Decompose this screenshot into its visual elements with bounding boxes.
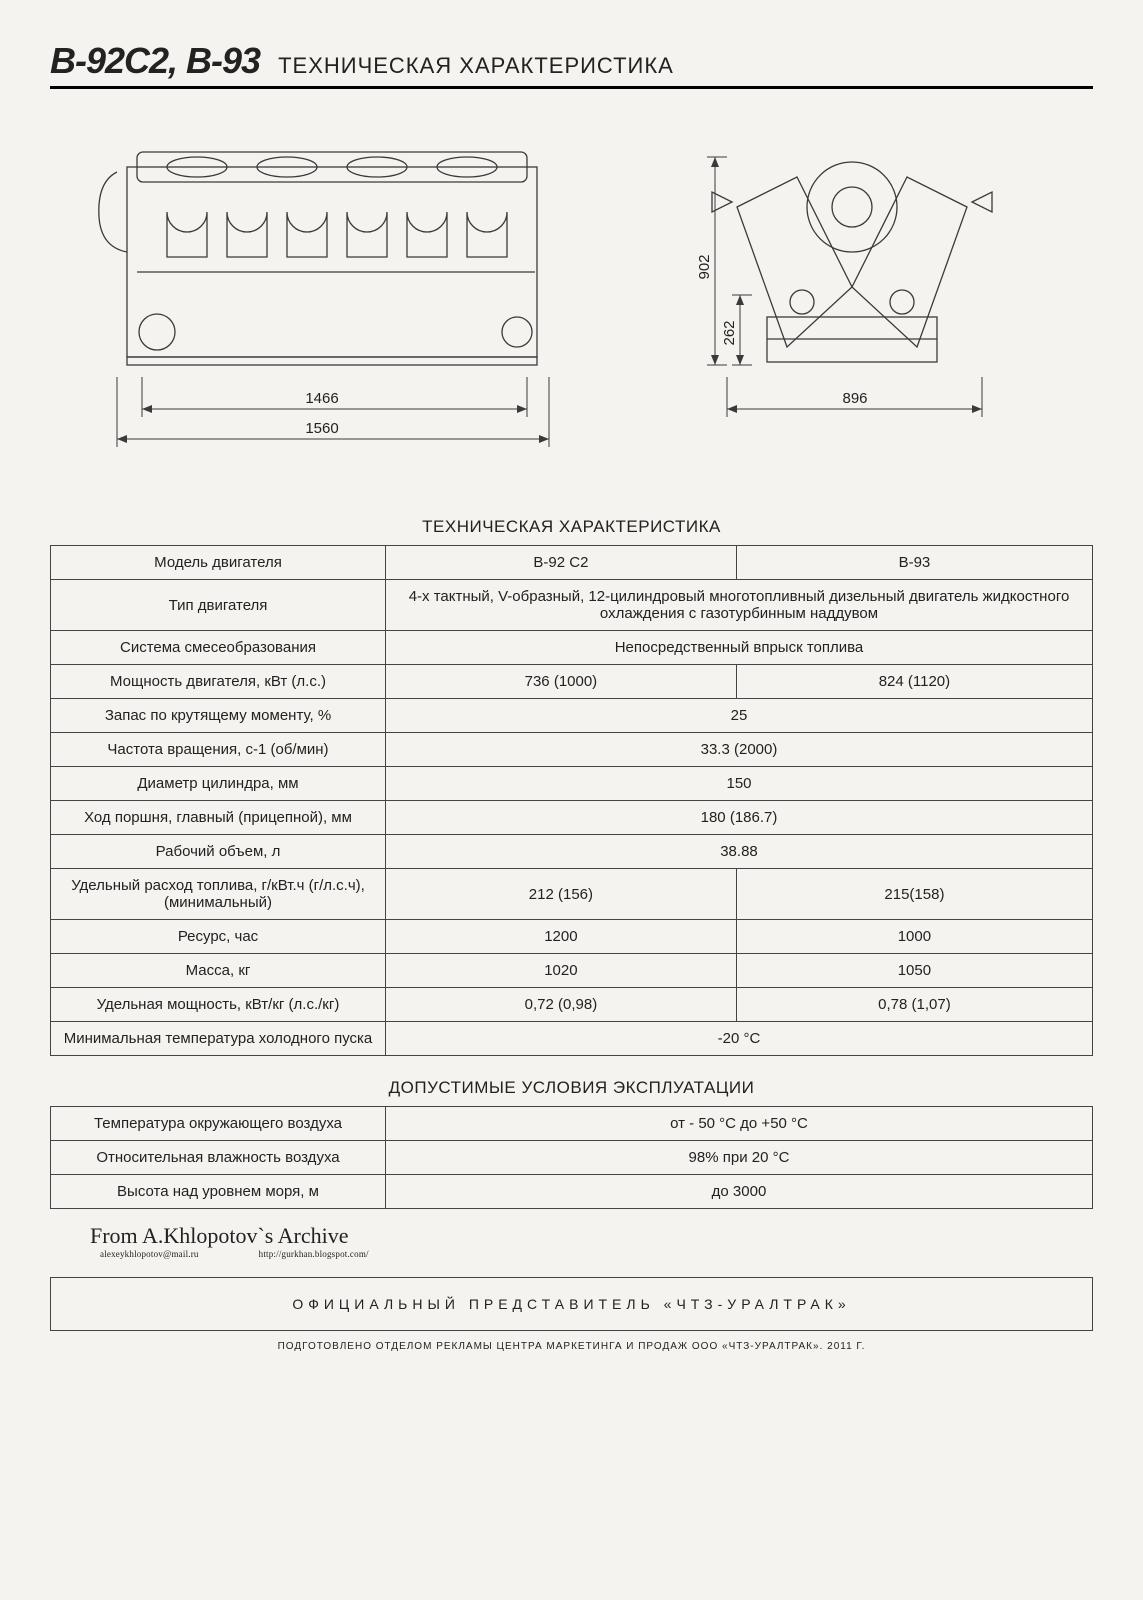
dim-1466: 1466 (305, 390, 338, 407)
row-label: Мощность двигателя, кВт (л.с.) (51, 665, 386, 699)
header-caption: ТЕХНИЧЕСКАЯ ХАРАКТЕРИСТИКА (278, 53, 674, 79)
archive-credit: From A.Khlopotov`s Archive alexeykhlopot… (90, 1223, 1093, 1259)
spec-title: ТЕХНИЧЕСКАЯ ХАРАКТЕРИСТИКА (50, 517, 1093, 537)
row-label: Запас по крутящему моменту, % (51, 699, 386, 733)
row-value-merged: до 3000 (386, 1175, 1093, 1209)
spec-table: Модель двигателяВ-92 С2В-93Тип двигателя… (50, 545, 1093, 1056)
row-label: Температура окружающего воздуха (51, 1107, 386, 1141)
row-value-1: 1020 (386, 954, 737, 988)
row-value-2: 1050 (736, 954, 1092, 988)
row-value-merged: 150 (386, 767, 1093, 801)
table-row: Модель двигателяВ-92 С2В-93 (51, 546, 1093, 580)
row-value-merged: 4-х тактный, V-образный, 12-цилиндровый … (386, 580, 1093, 631)
dim-896: 896 (842, 390, 867, 407)
archive-url: http://gurkhan.blogspot.com/ (259, 1249, 369, 1259)
table-row: Рабочий объем, л38.88 (51, 835, 1093, 869)
dim-262: 262 (721, 320, 738, 345)
dim-1560: 1560 (305, 420, 338, 437)
table-row: Ресурс, час12001000 (51, 920, 1093, 954)
row-value-merged: 25 (386, 699, 1093, 733)
table-row: Относительная влажность воздуха98% при 2… (51, 1141, 1093, 1175)
header-models: В-92С2, В-93 (50, 40, 260, 82)
archive-email: alexeykhlopotov@mail.ru (100, 1249, 199, 1259)
row-label: Относительная влажность воздуха (51, 1141, 386, 1175)
conditions-table: Температура окружающего воздухаот - 50 °… (50, 1106, 1093, 1209)
row-value-1: 736 (1000) (386, 665, 737, 699)
row-label: Масса, кг (51, 954, 386, 988)
table-row: Высота над уровнем моря, мдо 3000 (51, 1175, 1093, 1209)
row-value-1: 0,72 (0,98) (386, 988, 737, 1022)
row-label: Рабочий объем, л (51, 835, 386, 869)
engine-diagrams: 1466 1560 (50, 117, 1093, 477)
row-label: Ресурс, час (51, 920, 386, 954)
diagram-front: 902 262 896 (637, 117, 1057, 477)
row-label: Модель двигателя (51, 546, 386, 580)
row-label: Тип двигателя (51, 580, 386, 631)
row-label: Удельная мощность, кВт/кг (л.с./кг) (51, 988, 386, 1022)
row-value-merged: 180 (186.7) (386, 801, 1093, 835)
header: В-92С2, В-93 ТЕХНИЧЕСКАЯ ХАРАКТЕРИСТИКА (50, 40, 1093, 89)
table-row: Удельная мощность, кВт/кг (л.с./кг)0,72 … (51, 988, 1093, 1022)
row-label: Диаметр цилиндра, мм (51, 767, 386, 801)
engine-front-schematic-icon: 902 262 896 (637, 117, 1057, 477)
small-print: ПОДГОТОВЛЕНО ОТДЕЛОМ РЕКЛАМЫ ЦЕНТРА МАРК… (50, 1341, 1093, 1372)
table-row: Температура окружающего воздухаот - 50 °… (51, 1107, 1093, 1141)
table-row: Тип двигателя4-х тактный, V-образный, 12… (51, 580, 1093, 631)
row-value-2: 215(158) (736, 869, 1092, 920)
row-value-merged: Непосредственный впрыск топлива (386, 631, 1093, 665)
row-label: Ход поршня, главный (прицепной), мм (51, 801, 386, 835)
table-row: Диаметр цилиндра, мм150 (51, 767, 1093, 801)
table-row: Минимальная температура холодного пуска-… (51, 1022, 1093, 1056)
table-row: Удельный расход топлива, г/кВт.ч (г/л.с.… (51, 869, 1093, 920)
row-value-merged: -20 °С (386, 1022, 1093, 1056)
row-value-1: В-92 С2 (386, 546, 737, 580)
archive-main: From A.Khlopotov`s Archive (90, 1223, 1093, 1249)
row-label: Система смесеобразования (51, 631, 386, 665)
conditions-title: ДОПУСТИМЫЕ УСЛОВИЯ ЭКСПЛУАТАЦИИ (50, 1078, 1093, 1098)
table-row: Масса, кг10201050 (51, 954, 1093, 988)
diagram-side: 1466 1560 (87, 117, 577, 477)
row-label: Высота над уровнем моря, м (51, 1175, 386, 1209)
row-value-merged: 38.88 (386, 835, 1093, 869)
row-value-1: 1200 (386, 920, 737, 954)
table-row: Ход поршня, главный (прицепной), мм180 (… (51, 801, 1093, 835)
row-label: Частота вращения, с-1 (об/мин) (51, 733, 386, 767)
table-row: Запас по крутящему моменту, %25 (51, 699, 1093, 733)
row-value-2: 824 (1120) (736, 665, 1092, 699)
row-value-2: 1000 (736, 920, 1092, 954)
row-value-1: 212 (156) (386, 869, 737, 920)
dim-902: 902 (696, 254, 713, 279)
table-row: Система смесеобразованияНепосредственный… (51, 631, 1093, 665)
row-value-merged: от - 50 °С до +50 °С (386, 1107, 1093, 1141)
row-value-2: 0,78 (1,07) (736, 988, 1092, 1022)
footer-representative: ОФИЦИАЛЬНЫЙ ПРЕДСТАВИТЕЛЬ «ЧТЗ-УРАЛТРАК» (50, 1277, 1093, 1331)
row-label: Минимальная температура холодного пуска (51, 1022, 386, 1056)
table-row: Частота вращения, с-1 (об/мин)33.3 (2000… (51, 733, 1093, 767)
row-value-merged: 33.3 (2000) (386, 733, 1093, 767)
row-label: Удельный расход топлива, г/кВт.ч (г/л.с.… (51, 869, 386, 920)
row-value-2: В-93 (736, 546, 1092, 580)
row-value-merged: 98% при 20 °С (386, 1141, 1093, 1175)
table-row: Мощность двигателя, кВт (л.с.)736 (1000)… (51, 665, 1093, 699)
engine-side-schematic-icon: 1466 1560 (87, 117, 577, 477)
